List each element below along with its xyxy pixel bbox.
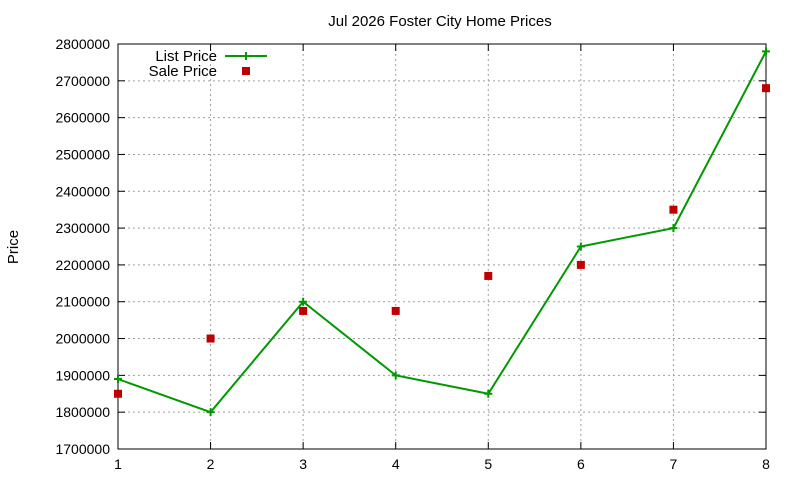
y-tick-label: 1700000: [55, 441, 110, 457]
list-price-marker: [299, 297, 308, 306]
x-tick-label: 5: [484, 456, 492, 472]
sale-price-point: [762, 84, 770, 93]
list-price-line: [117, 50, 767, 414]
y-tick-label: 2200000: [55, 257, 110, 273]
legend-marker-list-price: [242, 52, 250, 60]
y-axis-label: Price: [5, 230, 22, 264]
y-tick-label: 2700000: [55, 73, 110, 89]
x-tick-label: 7: [670, 456, 678, 472]
list-price-marker: [669, 224, 678, 233]
sale-price-point: [576, 260, 585, 269]
x-tick-label: 8: [762, 456, 770, 472]
y-tick-label: 2800000: [55, 36, 110, 52]
x-tick-label: 3: [299, 456, 307, 472]
list-price-marker: [114, 375, 122, 384]
y-tick-label: 2500000: [55, 146, 110, 162]
y-tick-label: 2000000: [55, 331, 110, 347]
sale-price-point: [669, 205, 678, 214]
sale-price-point: [299, 306, 308, 315]
y-tick-label: 2300000: [55, 220, 110, 236]
axis-layer: 1700000 1800000 1900000 2000000 2100000 22000…: [55, 36, 770, 472]
list-price-marker: [576, 242, 585, 251]
list-price-marker: [391, 371, 400, 380]
series-layer: [114, 47, 770, 417]
x-tick-label: 1: [114, 456, 122, 472]
chart-title: Jul 2026 Foster City Home Prices: [328, 13, 551, 30]
y-tick-label: 1800000: [55, 404, 110, 420]
list-price-marker: [484, 389, 493, 398]
sale-price-point: [114, 389, 122, 398]
grid-layer: [118, 44, 766, 449]
y-tick-label: 2600000: [55, 110, 110, 126]
list-price-marker: [762, 47, 770, 56]
sale-price-point: [484, 271, 493, 280]
legend-label-list-price: List Price: [155, 48, 217, 65]
y-tick-label: 1900000: [55, 367, 110, 383]
legend-label-sale-price: Sale Price: [149, 63, 217, 80]
list-price-marker: [206, 408, 215, 417]
sale-price-point: [391, 306, 400, 315]
plot-border: [117, 43, 767, 450]
legend-marker-sale-price: [242, 67, 250, 75]
x-tick-label: 4: [392, 456, 400, 472]
y-tick-label: 2100000: [55, 294, 110, 310]
x-tick-label: 6: [577, 456, 585, 472]
x-tick-label: 2: [207, 456, 215, 472]
sale-price-point: [206, 334, 215, 343]
y-tick-label: 2400000: [55, 183, 110, 199]
